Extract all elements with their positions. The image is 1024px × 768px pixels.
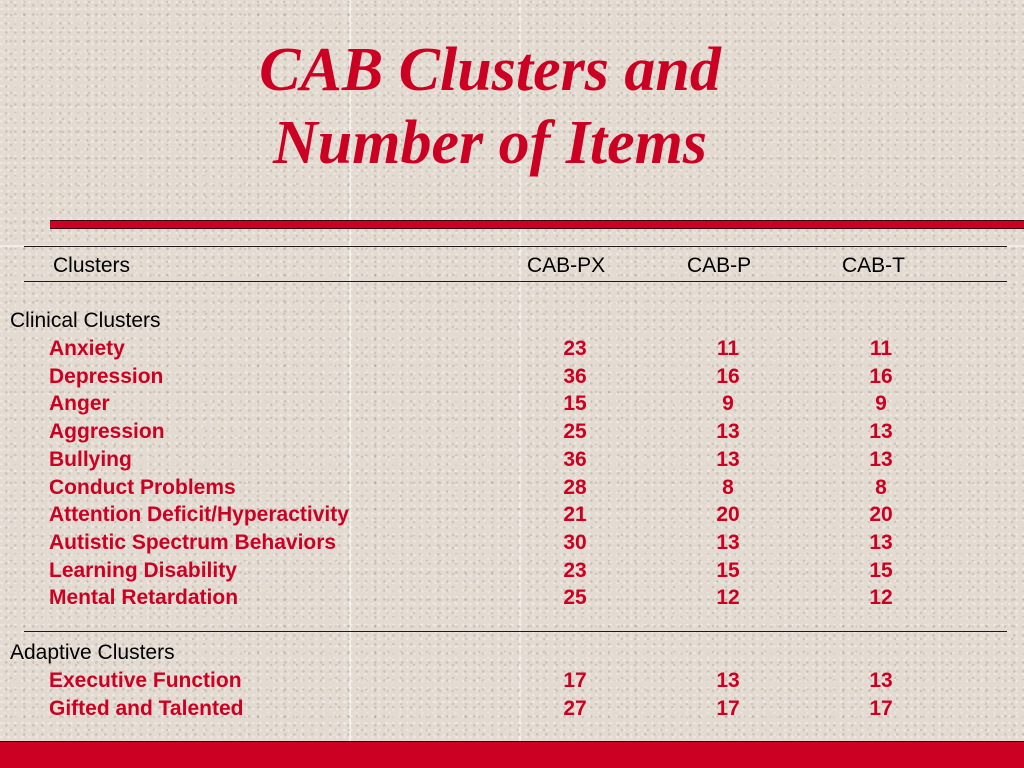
cab-p-value: 13 xyxy=(716,669,740,692)
cab-t-value: 13 xyxy=(869,448,893,471)
cab-px-value: 36 xyxy=(563,448,587,471)
cluster-name: Anger xyxy=(49,392,110,415)
column-header-cab-p: CAB-P xyxy=(687,254,752,277)
cab-px-value: 36 xyxy=(563,365,587,388)
cab-px-value: 15 xyxy=(563,392,587,415)
slide-title-line-1: CAB Clusters and xyxy=(259,36,721,104)
cab-p-value: 12 xyxy=(716,586,740,609)
cab-p-value: 13 xyxy=(716,531,740,554)
cluster-name: Bullying xyxy=(49,448,132,471)
cab-t-value: 17 xyxy=(869,697,893,720)
footer-bar xyxy=(0,741,1024,768)
cab-p-value: 13 xyxy=(716,448,740,471)
cab-px-value: 23 xyxy=(563,559,587,582)
cab-p-value: 13 xyxy=(716,420,740,443)
cab-t-value: 16 xyxy=(869,365,893,388)
cluster-name: Aggression xyxy=(49,420,165,443)
cab-t-value: 13 xyxy=(869,420,893,443)
cab-t-value: 9 xyxy=(875,392,887,415)
cluster-name: Learning Disability xyxy=(49,559,237,582)
cab-px-value: 28 xyxy=(563,476,587,499)
cab-px-value: 23 xyxy=(563,337,587,360)
slide-title: CAB Clusters and Number of Items xyxy=(180,34,800,180)
column-header-cab-px: CAB-PX xyxy=(527,254,606,277)
cluster-name: Anxiety xyxy=(49,337,125,360)
cluster-name: Gifted and Talented xyxy=(49,697,244,720)
cab-p-value: 16 xyxy=(716,365,740,388)
cab-t-value: 8 xyxy=(875,476,887,499)
cab-px-value: 17 xyxy=(563,669,587,692)
cluster-name: Autistic Spectrum Behaviors xyxy=(49,531,337,554)
cab-px-value: 27 xyxy=(563,697,587,720)
cluster-name: Attention Deficit/Hyperactivity xyxy=(49,503,349,526)
header-bottom-rule xyxy=(24,281,1007,282)
cab-p-value: 17 xyxy=(716,697,740,720)
cab-t-value: 12 xyxy=(869,586,893,609)
header-top-rule xyxy=(24,246,1007,247)
cab-p-value: 9 xyxy=(722,392,734,415)
cluster-name: Mental Retardation xyxy=(49,586,239,609)
section-label-clinical: Clinical Clusters xyxy=(10,309,161,332)
cab-t-value: 20 xyxy=(869,503,893,526)
cab-px-value: 25 xyxy=(563,420,587,443)
column-header-cab-t: CAB-T xyxy=(842,254,905,277)
cab-t-value: 13 xyxy=(869,669,893,692)
column-header-clusters: Clusters xyxy=(53,254,131,277)
cluster-name: Executive Function xyxy=(49,669,242,692)
cab-p-value: 11 xyxy=(716,337,740,360)
cab-t-value: 15 xyxy=(869,559,893,582)
cab-p-value: 8 xyxy=(722,476,734,499)
section-label-adaptive: Adaptive Clusters xyxy=(10,641,175,664)
cab-px-value: 30 xyxy=(563,531,587,554)
cab-p-value: 20 xyxy=(716,503,740,526)
section-divider xyxy=(24,631,1007,632)
title-underline-bar xyxy=(50,220,1024,229)
cab-t-value: 13 xyxy=(869,531,893,554)
slide-title-line-2: Number of Items xyxy=(273,109,707,177)
cab-t-value: 11 xyxy=(869,337,893,360)
cluster-name: Depression xyxy=(49,365,164,388)
cab-px-value: 25 xyxy=(563,586,587,609)
cluster-name: Conduct Problems xyxy=(49,476,236,499)
cab-p-value: 15 xyxy=(716,559,740,582)
cab-px-value: 21 xyxy=(563,503,587,526)
